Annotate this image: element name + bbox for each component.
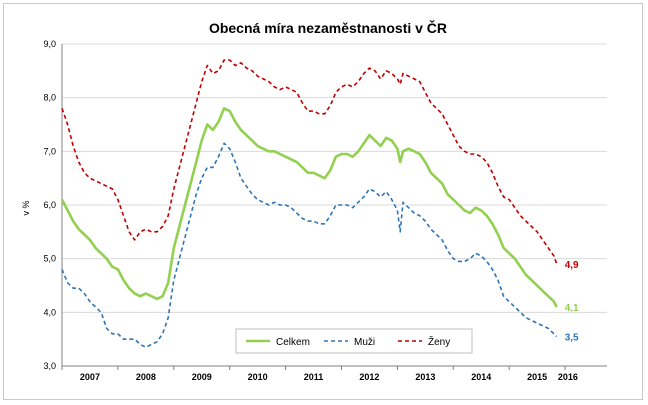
y-tick-labels: 3,0 4,0 5,0 6,0 7,0 8,0 9,0 — [43, 39, 56, 371]
x-tick-label: 2009 — [192, 372, 212, 382]
series-line-ženy — [61, 59, 558, 265]
end-label: 4,1 — [565, 303, 579, 314]
x-tick-labels: 2007 2008 2009 2010 2011 2012 2013 2014 2015 2016 — [80, 372, 578, 382]
y-tick-label: 5,0 — [43, 254, 56, 264]
legend-box — [235, 328, 473, 354]
x-tick-label: 2007 — [80, 372, 100, 382]
end-label: 3,5 — [565, 332, 579, 343]
x-tick-label: 2012 — [359, 372, 379, 382]
series-line-celkem — [60, 107, 558, 308]
y-axis-label: v % — [21, 200, 31, 215]
y-tick-label: 8,0 — [43, 93, 56, 103]
y-tick-label: 7,0 — [43, 146, 56, 156]
legend-label: Ženy — [428, 335, 450, 348]
x-tick-label: 2011 — [304, 372, 324, 382]
y-tick-label: 6,0 — [43, 200, 56, 210]
x-tick-label: 2008 — [136, 372, 156, 382]
series-lines — [60, 59, 558, 348]
end-labels: 4,1 3,5 4,9 — [565, 260, 579, 343]
legend-label: Muži — [354, 337, 375, 348]
x-tick-label: 2014 — [471, 372, 491, 382]
end-label: 4,9 — [565, 260, 579, 271]
legend: Celkem Muži Ženy — [235, 328, 473, 354]
y-tick-label: 4,0 — [43, 307, 56, 317]
y-tick-label: 9,0 — [43, 39, 56, 49]
x-tick-label: 2013 — [415, 372, 435, 382]
y-tick-label: 3,0 — [43, 361, 56, 371]
axes — [61, 44, 607, 370]
x-tick-label: 2015 — [527, 372, 547, 382]
legend-label: Celkem — [276, 337, 310, 348]
chart-title: Obecná míra nezaměstnanosti v ČR — [209, 19, 447, 36]
x-tick-label: 2010 — [248, 372, 268, 382]
x-tick-label: 2016 — [558, 372, 578, 382]
